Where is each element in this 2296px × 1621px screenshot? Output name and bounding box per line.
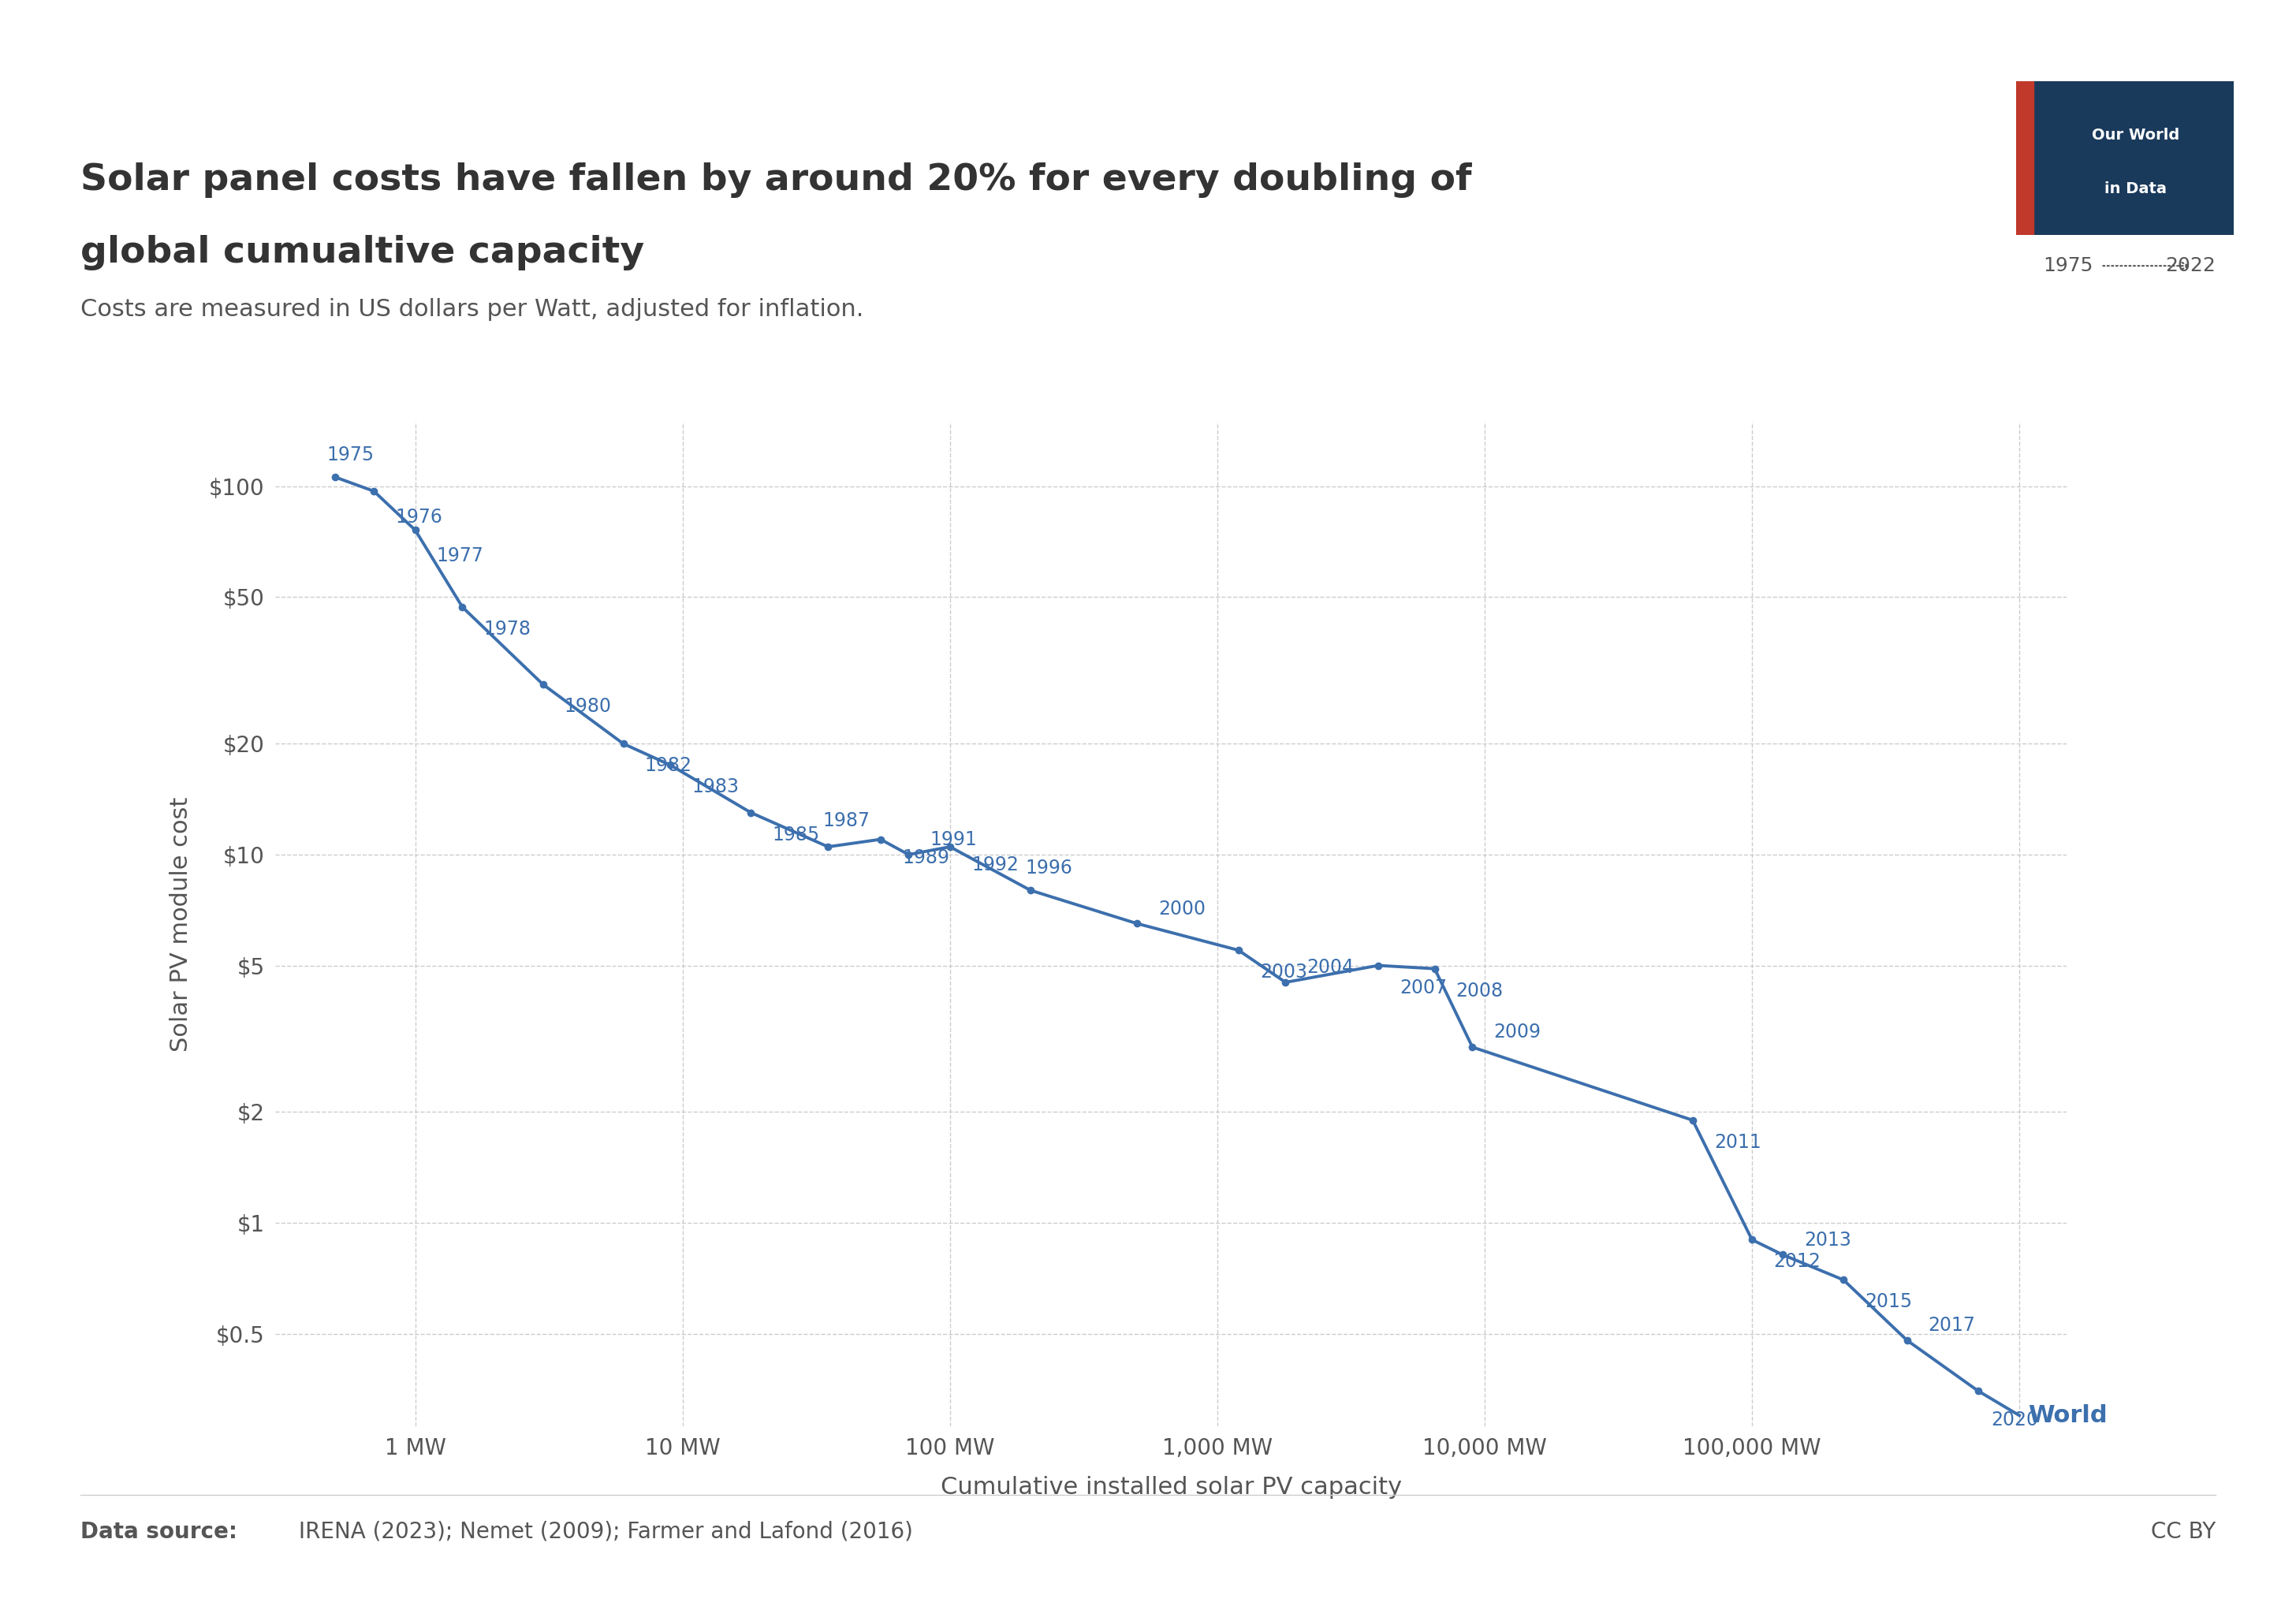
- Text: Our World: Our World: [2092, 128, 2179, 143]
- Text: 2022: 2022: [2165, 256, 2216, 276]
- Text: 2020: 2020: [1991, 1410, 2039, 1430]
- Text: 2007: 2007: [1401, 977, 1446, 997]
- Text: 2003: 2003: [1261, 963, 1306, 982]
- Text: World: World: [2027, 1404, 2108, 1426]
- Text: 1977: 1977: [436, 546, 484, 566]
- Text: 2009: 2009: [1495, 1023, 1541, 1042]
- X-axis label: Cumulative installed solar PV capacity: Cumulative installed solar PV capacity: [941, 1477, 1401, 1499]
- Text: 1982: 1982: [645, 757, 691, 775]
- Text: 1975: 1975: [326, 446, 374, 464]
- Text: Costs are measured in US dollars per Watt, adjusted for inflation.: Costs are measured in US dollars per Wat…: [80, 298, 863, 321]
- Text: 1980: 1980: [565, 697, 611, 716]
- Text: 1989: 1989: [902, 848, 948, 867]
- Text: 2017: 2017: [1929, 1316, 1975, 1336]
- Text: IRENA (2023); Nemet (2009); Farmer and Lafond (2016): IRENA (2023); Nemet (2009); Farmer and L…: [292, 1520, 914, 1543]
- Text: 2015: 2015: [1864, 1292, 1913, 1311]
- Y-axis label: Solar PV module cost: Solar PV module cost: [170, 796, 193, 1052]
- Text: 1976: 1976: [395, 507, 443, 527]
- Text: 1983: 1983: [691, 778, 739, 796]
- Text: 1996: 1996: [1024, 859, 1072, 877]
- Text: 1991: 1991: [930, 830, 978, 849]
- Text: 2000: 2000: [1157, 900, 1205, 917]
- Text: 2013: 2013: [1805, 1230, 1851, 1250]
- Text: 2011: 2011: [1715, 1133, 1761, 1153]
- Text: Solar panel costs have fallen by around 20% for every doubling of: Solar panel costs have fallen by around …: [80, 162, 1472, 198]
- Text: Data source:: Data source:: [80, 1520, 236, 1543]
- Text: global cumualtive capacity: global cumualtive capacity: [80, 235, 645, 271]
- Text: CC BY: CC BY: [2151, 1520, 2216, 1543]
- Text: 1992: 1992: [971, 856, 1019, 875]
- Text: 1987: 1987: [822, 812, 870, 830]
- Text: 1978: 1978: [484, 619, 530, 639]
- Text: 2004: 2004: [1306, 958, 1355, 977]
- Text: 1985: 1985: [771, 825, 820, 845]
- Text: 2008: 2008: [1456, 981, 1504, 1000]
- Text: 2012: 2012: [1773, 1253, 1821, 1271]
- Text: in Data: in Data: [2105, 182, 2167, 196]
- Bar: [2016, 81, 2034, 235]
- Text: 1975: 1975: [2043, 256, 2094, 276]
